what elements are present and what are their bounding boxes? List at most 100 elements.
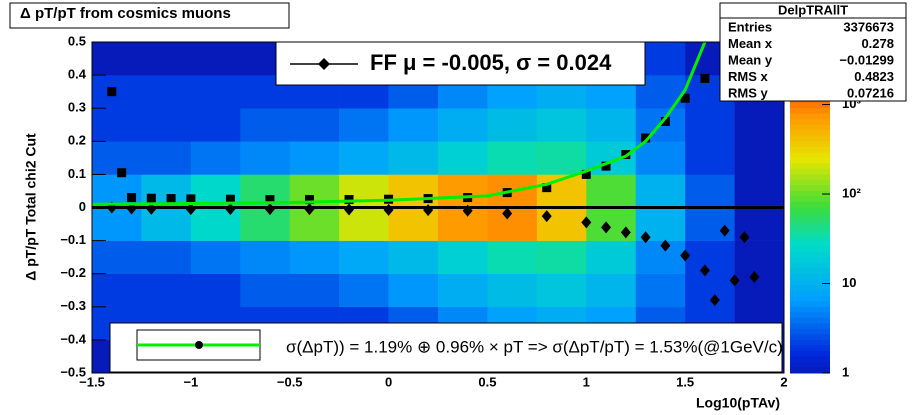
color-step	[790, 235, 830, 242]
heat-cell	[536, 207, 587, 241]
heat-cell	[487, 108, 538, 142]
color-step	[790, 240, 830, 247]
heat-cell	[734, 141, 784, 175]
heat-cell	[190, 141, 241, 175]
heat-cell	[141, 141, 192, 175]
color-step	[790, 102, 830, 109]
color-step	[790, 119, 830, 126]
heat-cell	[289, 108, 340, 142]
stats-key: RMS y	[728, 85, 769, 100]
y-tick-label: 0.1	[68, 166, 86, 181]
y-tick-label: −0.1	[60, 232, 86, 247]
heat-cell	[438, 273, 488, 308]
heat-cell	[92, 207, 142, 241]
heat-cell	[487, 207, 538, 241]
heat-cell	[438, 174, 488, 208]
heat-cell	[685, 141, 735, 175]
heat-cell	[190, 207, 241, 241]
diamond-point	[699, 264, 710, 277]
color-step	[790, 284, 830, 291]
heat-cell	[635, 273, 686, 308]
diamond-point	[680, 249, 691, 262]
x-axis-label: Log10(pTAv)	[696, 395, 780, 411]
color-step	[790, 339, 830, 346]
square-point	[680, 93, 690, 103]
heat-cell	[438, 240, 488, 274]
heat-cell	[635, 141, 686, 175]
y-tick-label: −0.3	[60, 298, 86, 313]
x-tick-label: −1	[183, 374, 198, 389]
color-step	[790, 295, 830, 302]
x-tick-label: 1.5	[676, 374, 694, 389]
heat-cell	[734, 273, 784, 308]
color-step	[790, 185, 830, 192]
diamond-point	[749, 271, 760, 284]
color-step	[790, 345, 830, 352]
diamond-point	[729, 274, 740, 287]
color-step	[790, 273, 830, 280]
y-tick-label: 0.5	[68, 33, 86, 48]
color-step	[790, 246, 830, 253]
color-step	[790, 130, 830, 137]
y-tick-label: 0.4	[68, 67, 87, 82]
color-step	[790, 317, 830, 324]
heat-cell	[438, 141, 488, 175]
x-tick-label: −1.5	[79, 374, 105, 389]
diamond-point	[719, 224, 730, 237]
diamond-point	[541, 210, 552, 223]
heat-cell	[92, 108, 142, 142]
color-step	[790, 141, 830, 148]
color-step	[790, 207, 830, 214]
square-point	[641, 133, 651, 143]
color-step	[790, 135, 830, 142]
heat-cell	[586, 240, 637, 274]
color-step	[790, 312, 830, 319]
heat-cell	[388, 273, 439, 308]
heat-cell	[388, 240, 439, 274]
square-point	[166, 194, 176, 204]
color-step	[790, 361, 830, 368]
square-point	[117, 168, 127, 178]
overlays	[92, 42, 784, 307]
heat-cell	[289, 240, 340, 274]
heat-cell	[141, 273, 192, 308]
line	[92, 42, 707, 206]
y-axis-label: Δ pT/pT Total chi2 Cut	[23, 133, 39, 281]
heat-cell	[240, 240, 291, 274]
heat-cell	[141, 42, 192, 76]
heat-cell	[92, 141, 142, 175]
color-step	[790, 196, 830, 203]
diamond-point	[640, 231, 651, 244]
heat-cell	[339, 141, 389, 175]
square-point	[700, 73, 710, 83]
square-point	[660, 116, 670, 126]
diamond-point	[620, 226, 631, 239]
color-step	[790, 334, 830, 341]
heat-cell	[190, 42, 241, 76]
x-tick-label: 2	[780, 374, 787, 389]
heat-cell	[586, 207, 637, 241]
diamond-point	[581, 216, 592, 229]
heat-cell	[487, 273, 538, 308]
square-point	[581, 169, 591, 179]
heat-cell	[190, 108, 241, 142]
stats: DelpTRAllT Entries 3376673 Mean x 0.278 Mean …	[728, 2, 894, 100]
heat-cell	[240, 273, 291, 308]
heat-cell	[685, 207, 735, 241]
heat-cell	[734, 174, 784, 208]
heat-cell	[388, 141, 439, 175]
square-point	[304, 195, 314, 205]
heat-cell	[289, 273, 340, 308]
heat-cell	[289, 141, 340, 175]
heat-cell	[685, 108, 735, 142]
color-step	[790, 146, 830, 153]
heat-cell	[92, 174, 142, 208]
color-step	[790, 174, 830, 181]
color-step	[790, 356, 830, 363]
heat-cell	[734, 108, 784, 142]
y-tick-label: 0.2	[68, 133, 86, 148]
square-point	[542, 183, 552, 193]
heat-cell	[685, 273, 735, 308]
heat-cell	[536, 240, 587, 274]
color-step	[790, 152, 830, 159]
